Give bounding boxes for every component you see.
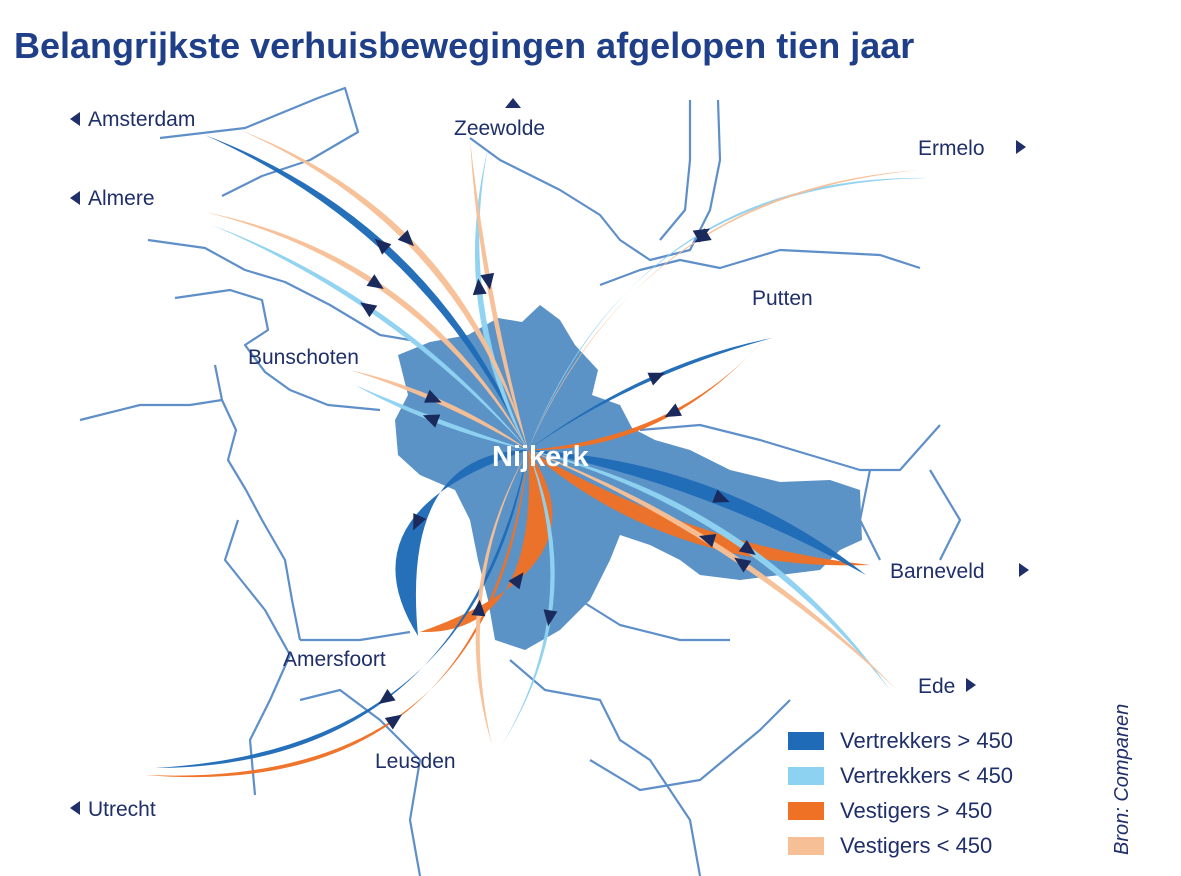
arrow-icon xyxy=(508,572,524,590)
arrow-icon xyxy=(472,278,487,296)
legend-swatch xyxy=(788,767,824,785)
legend-swatch xyxy=(788,802,824,820)
place-putten: Putten xyxy=(752,287,813,310)
arrow-icon xyxy=(424,389,442,403)
triangle-left-icon xyxy=(70,191,80,205)
place-barneveld: Barneveld xyxy=(890,560,1029,583)
arrow-icon xyxy=(543,609,558,627)
place-ermelo: Ermelo xyxy=(918,137,1026,160)
municipal-borders xyxy=(79,86,962,876)
legend-item: Vestigers < 450 xyxy=(788,833,992,858)
place-label: Utrecht xyxy=(88,798,156,821)
arrow-icon xyxy=(698,533,717,548)
flow-arc-leusden-vestigers-klein xyxy=(475,450,528,745)
arrow-icon xyxy=(471,599,486,617)
place-leusden: Leusden xyxy=(375,750,456,773)
arrow-icon xyxy=(378,688,396,705)
legend-item: Vertrekkers > 450 xyxy=(788,728,1013,753)
map-title: Belangrijkste verhuisbewegingen afgelope… xyxy=(14,25,914,66)
arrow-icon xyxy=(712,489,730,503)
center-label-nijkerk: Nijkerk xyxy=(492,441,590,473)
arrow-icon xyxy=(360,302,378,318)
place-bunschoten: Bunschoten xyxy=(248,346,359,369)
place-label: Amersfoort xyxy=(283,648,386,671)
arrow-icon xyxy=(734,557,752,573)
arrow-icon xyxy=(422,414,441,428)
place-label: Ermelo xyxy=(918,137,985,160)
arrow-icon xyxy=(738,539,756,555)
triangle-right-icon xyxy=(966,678,976,692)
legend-label: Vestigers < 450 xyxy=(840,833,992,858)
triangle-right-icon xyxy=(1016,140,1026,154)
triangle-left-icon xyxy=(70,801,80,815)
place-label: Almere xyxy=(88,187,155,210)
place-amsterdam: Amsterdam xyxy=(70,108,195,131)
place-label: Amsterdam xyxy=(88,108,195,131)
place-label: Bunschoten xyxy=(248,346,359,369)
place-ede: Ede xyxy=(918,675,976,698)
legend: Vertrekkers > 450 Vertrekkers < 450 Vest… xyxy=(788,728,1013,858)
flow-arc-barneveld-vestigers-groot xyxy=(528,450,870,566)
place-labels: Amsterdam Almere Zeewolde Ermelo Putten … xyxy=(70,98,1029,821)
place-utrecht: Utrecht xyxy=(70,798,156,821)
triangle-right-icon xyxy=(1019,563,1029,577)
legend-swatch xyxy=(788,837,824,855)
arrow-icon xyxy=(374,238,392,255)
flow-arc-zeewolde-vertrekkers-klein xyxy=(474,148,528,450)
triangle-left-icon xyxy=(70,112,80,126)
place-label: Ede xyxy=(918,675,955,698)
flow-arc-amersfoort-vertrekkers-groot xyxy=(395,450,528,636)
legend-item: Vertrekkers < 450 xyxy=(788,763,1013,788)
legend-label: Vertrekkers > 450 xyxy=(840,728,1013,753)
place-label: Putten xyxy=(752,287,813,310)
arrow-icon xyxy=(366,274,384,289)
flow-arcs xyxy=(145,130,928,778)
place-label: Barneveld xyxy=(890,560,985,583)
flow-arc-amersfoort-vestigers-groot xyxy=(420,450,553,633)
arrow-icon xyxy=(647,372,665,386)
flow-direction-arrows xyxy=(360,228,756,730)
place-zeewolde: Zeewolde xyxy=(454,98,545,140)
triangle-up-icon xyxy=(505,98,521,108)
place-almere: Almere xyxy=(70,187,155,210)
legend-item: Vestigers > 450 xyxy=(788,798,992,823)
legend-label: Vestigers > 450 xyxy=(840,798,992,823)
arrow-icon xyxy=(384,714,402,730)
legend-swatch xyxy=(788,732,824,750)
place-label: Leusden xyxy=(375,750,456,773)
place-amersfoort: Amersfoort xyxy=(283,648,386,671)
arrow-icon xyxy=(480,272,495,290)
legend-label: Vertrekkers < 450 xyxy=(840,763,1013,788)
source-note: Bron: Companen xyxy=(1111,704,1133,855)
arrow-icon xyxy=(397,229,414,247)
arrow-icon xyxy=(413,513,427,531)
arrow-icon xyxy=(694,228,712,243)
place-label: Zeewolde xyxy=(454,117,545,140)
arrow-icon xyxy=(664,403,682,418)
